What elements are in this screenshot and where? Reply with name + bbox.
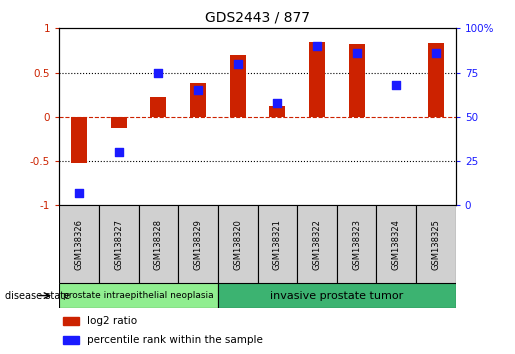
Point [114,149,123,155]
Bar [416,205,456,283]
Bar [63,317,79,325]
Bar [428,44,444,117]
Text: log2 ratio: log2 ratio [87,316,137,326]
Bar [178,205,218,283]
Point [234,61,242,67]
Bar [59,205,99,283]
Bar [258,205,297,283]
Text: GSM138320: GSM138320 [233,219,242,270]
Bar [337,205,376,283]
Text: invasive prostate tumor: invasive prostate tumor [270,291,403,301]
Text: prostate intraepithelial neoplasia: prostate intraepithelial neoplasia [63,291,214,300]
Point [273,100,281,105]
Bar [218,205,258,283]
Text: GSM138325: GSM138325 [432,219,440,270]
Text: GSM138326: GSM138326 [75,219,83,270]
Title: GDS2443 / 877: GDS2443 / 877 [205,10,310,24]
Text: percentile rank within the sample: percentile rank within the sample [87,335,263,345]
Bar [59,283,218,308]
Bar [71,117,87,163]
Bar [63,336,79,344]
Text: GSM138322: GSM138322 [313,219,321,270]
Bar [139,205,178,283]
Text: GSM138328: GSM138328 [154,219,163,270]
Bar [349,44,365,117]
Bar [309,42,325,117]
Text: GSM138329: GSM138329 [194,219,202,270]
Point [392,82,401,88]
Point [75,190,83,196]
Text: GSM138323: GSM138323 [352,219,361,270]
Text: GSM138327: GSM138327 [114,219,123,270]
Text: GSM138324: GSM138324 [392,219,401,270]
Text: disease state: disease state [5,291,70,301]
Bar [190,83,206,117]
Point [432,50,440,56]
Point [194,87,202,93]
Bar [111,117,127,129]
Text: GSM138321: GSM138321 [273,219,282,270]
Bar [376,205,416,283]
Bar [99,205,139,283]
Bar [150,97,166,117]
Point [352,50,360,56]
Point [154,70,163,75]
Bar [297,205,337,283]
Point [313,43,321,49]
Bar [218,283,456,308]
Bar [269,106,285,117]
Bar [230,55,246,117]
